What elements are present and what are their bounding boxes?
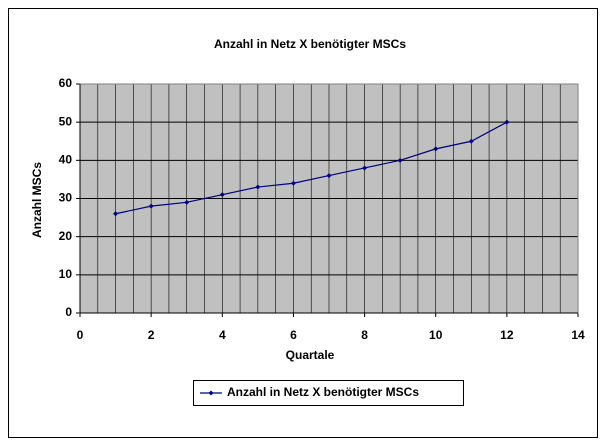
data-point	[255, 184, 261, 190]
y-axis-label: Anzahl MSCs	[30, 162, 44, 238]
x-tick-label: 14	[571, 328, 585, 342]
x-tick-label: 8	[361, 328, 368, 342]
data-point	[219, 192, 225, 198]
data-point	[397, 157, 403, 163]
legend-box	[193, 380, 464, 406]
y-tick-label: 0	[65, 305, 72, 319]
y-tick-label: 50	[59, 114, 73, 128]
x-tick-label: 12	[500, 328, 514, 342]
x-tick-label: 4	[219, 328, 226, 342]
y-tick-label: 20	[59, 229, 73, 243]
data-point	[504, 119, 510, 125]
x-axis-label: Quartale	[286, 348, 335, 362]
chart-title: Anzahl in Netz X benötigter MSCs	[214, 37, 406, 51]
x-tick-label: 2	[148, 328, 155, 342]
data-point	[433, 146, 439, 152]
legend-label: Anzahl in Netz X benötigter MSCs	[227, 385, 419, 399]
legend-marker	[208, 390, 214, 396]
y-tick-label: 60	[59, 76, 73, 90]
data-point	[113, 211, 119, 217]
y-tick-label: 40	[59, 153, 73, 167]
x-tick-label: 6	[290, 328, 297, 342]
data-point	[326, 173, 332, 179]
x-tick-label: 10	[429, 328, 443, 342]
y-tick-label: 30	[59, 191, 73, 205]
data-point	[468, 138, 474, 144]
data-point	[290, 180, 296, 186]
data-point	[148, 203, 154, 209]
data-point	[362, 165, 368, 171]
x-tick-label: 0	[77, 328, 84, 342]
y-tick-label: 10	[59, 267, 73, 281]
data-point	[184, 199, 190, 205]
series-line	[115, 121, 508, 215]
